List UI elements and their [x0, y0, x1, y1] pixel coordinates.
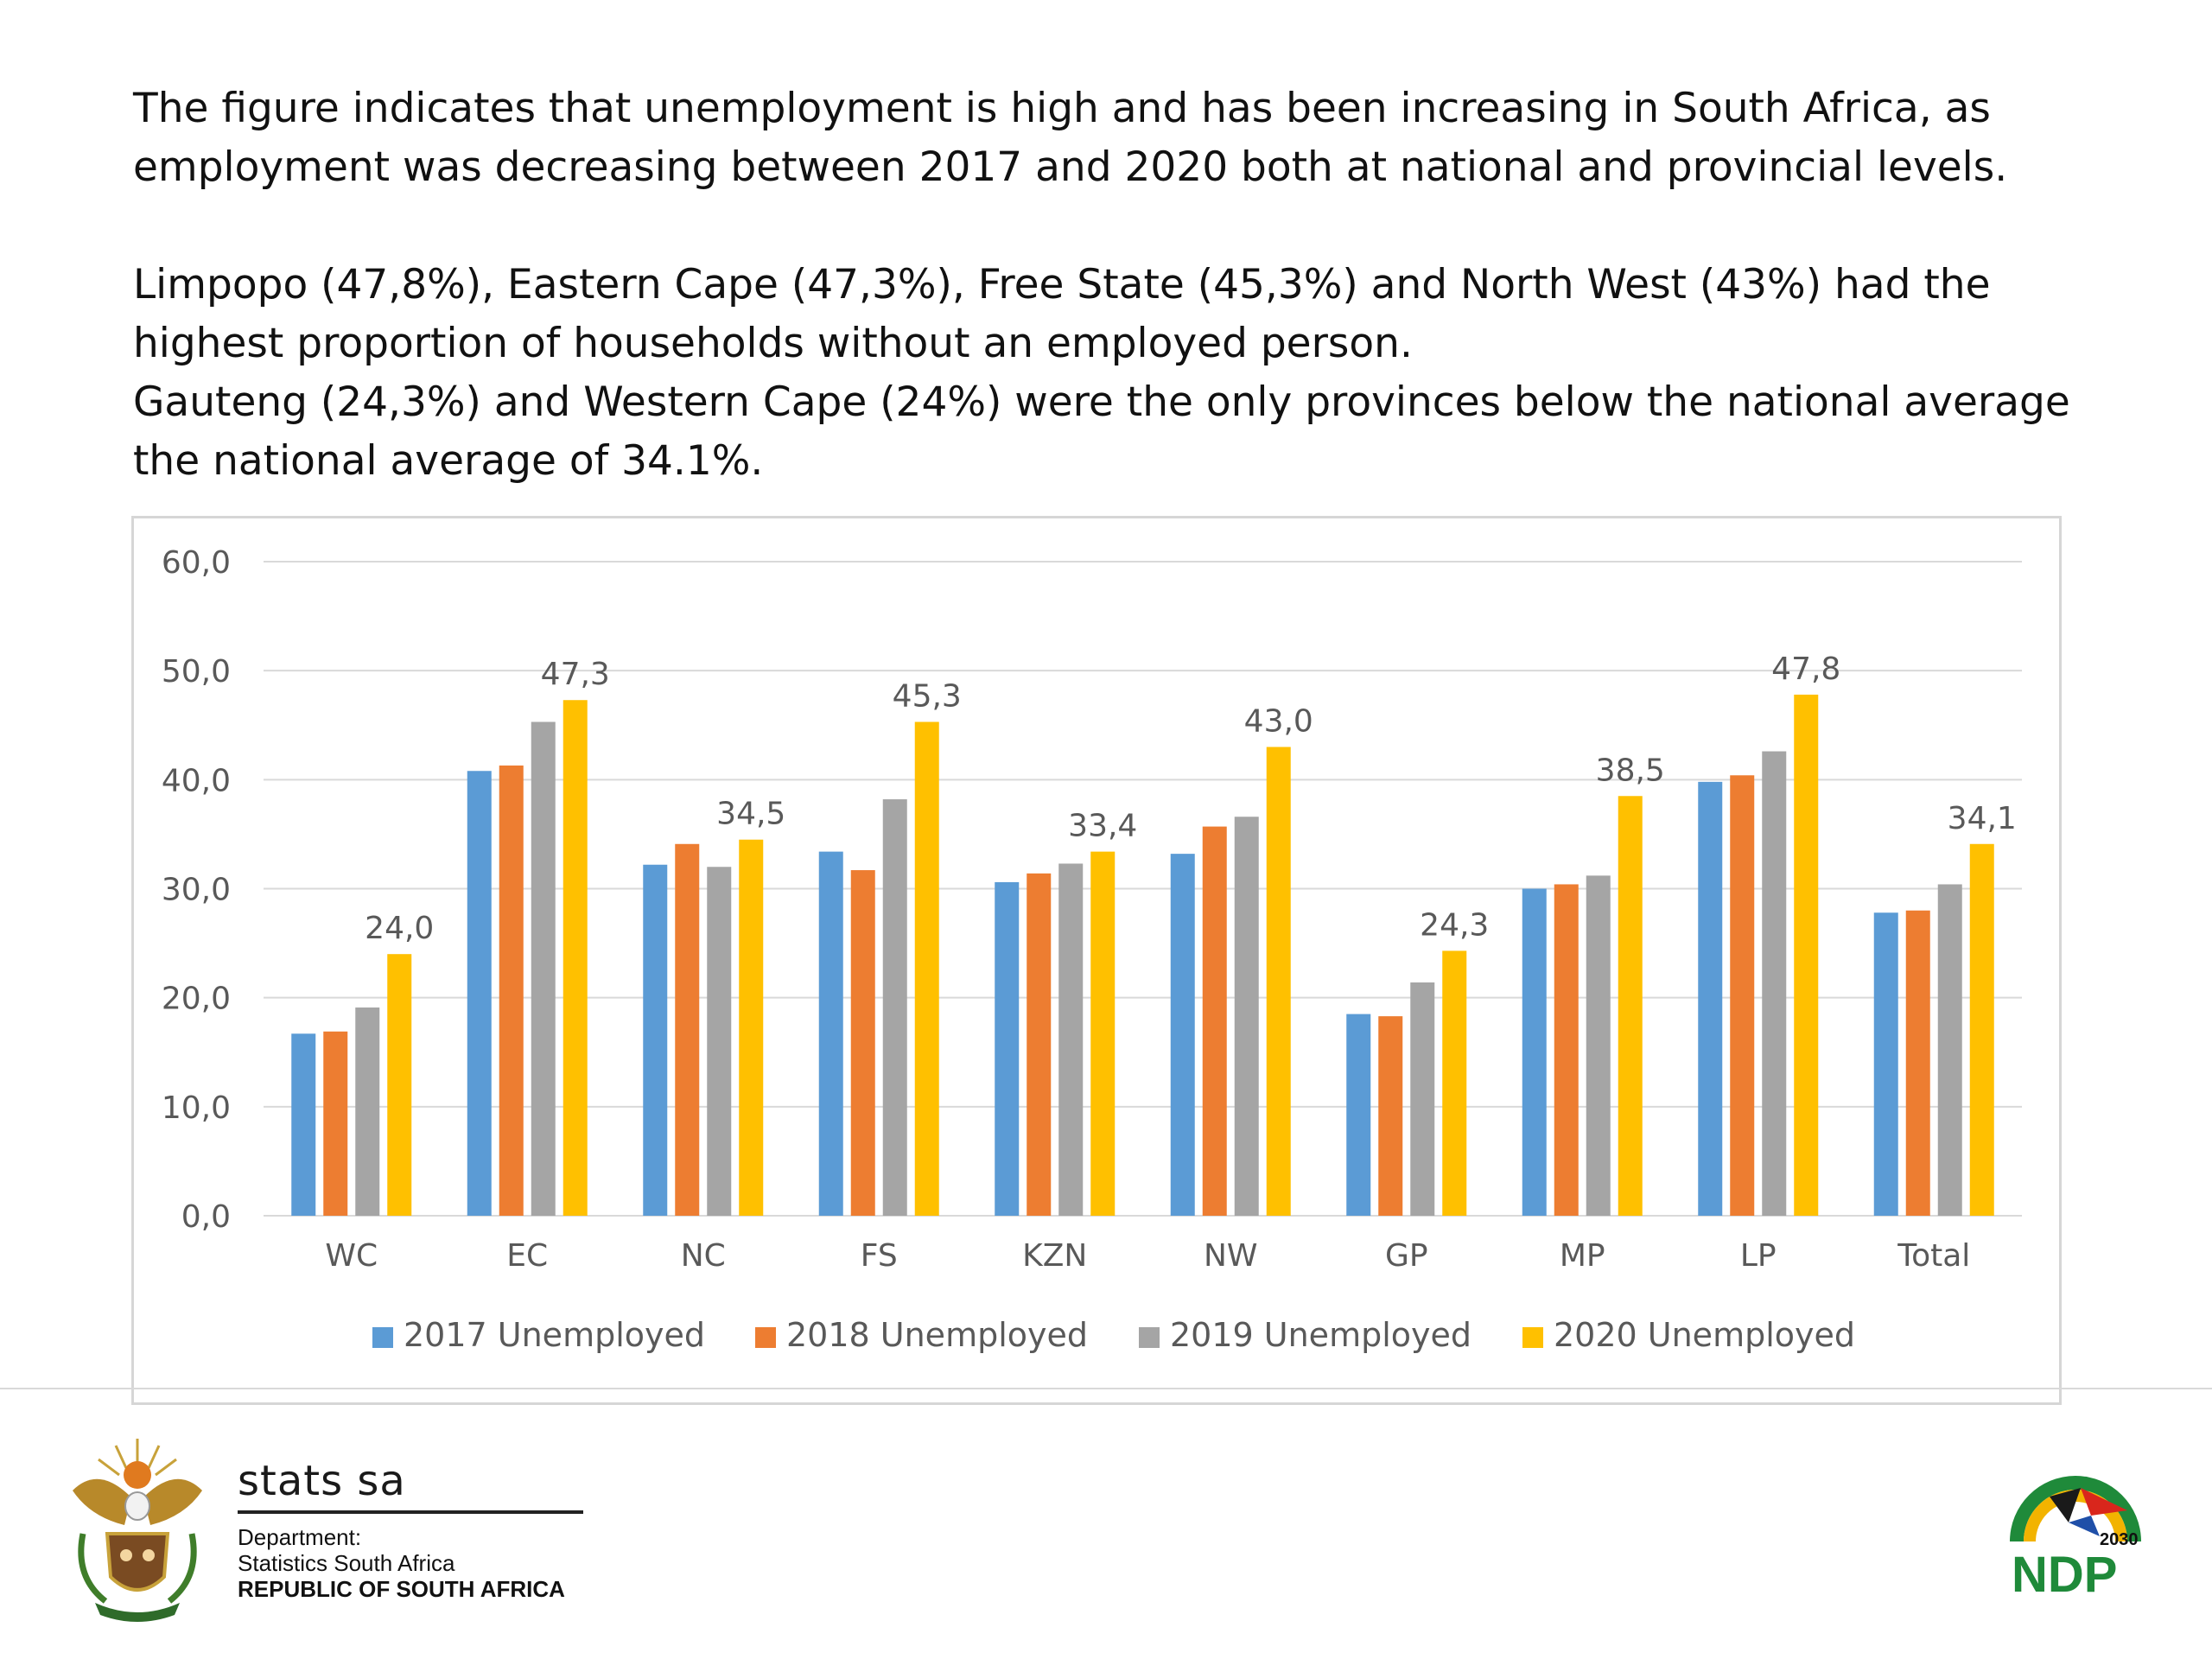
bar [1969, 843, 1994, 1216]
y-tick-label: 10,0 [162, 1090, 231, 1126]
bar [1378, 1016, 1403, 1216]
bar [850, 870, 875, 1216]
x-tick-label: NW [1204, 1238, 1258, 1274]
bar [1202, 826, 1227, 1216]
bar [1873, 912, 1898, 1216]
bar [707, 867, 732, 1216]
y-tick-label: 50,0 [162, 654, 231, 690]
bar [995, 881, 1020, 1216]
country-name: REPUBLIC OF SOUTH AFRICA [238, 1576, 565, 1602]
bar [1794, 694, 1819, 1216]
legend-label: 2018 Unemployed [786, 1316, 1088, 1354]
bar [1937, 884, 1962, 1216]
x-tick-label: FS [861, 1238, 898, 1274]
bar [1905, 910, 1930, 1216]
stats-sa-name: stats sa [238, 1457, 583, 1514]
bar [499, 765, 524, 1216]
department-name: Statistics South Africa [238, 1550, 455, 1576]
bar [1554, 884, 1579, 1216]
y-tick-label: 30,0 [162, 873, 231, 908]
legend-swatch [372, 1327, 393, 1348]
coat-of-arms-logo [73, 1439, 202, 1622]
bar [467, 771, 492, 1216]
x-tick-label: GP [1385, 1238, 1428, 1274]
x-tick-label: NC [681, 1238, 726, 1274]
legend-swatch [1522, 1327, 1543, 1348]
bar [291, 1033, 316, 1216]
intro-paragraph-1: The figure indicates that unemployment i… [133, 85, 2008, 191]
x-tick-label: Total [1897, 1238, 1970, 1274]
x-tick-label: LP [1740, 1238, 1777, 1274]
x-tick-label: WC [325, 1238, 378, 1274]
data-label: 47,3 [541, 657, 610, 692]
bar [1234, 817, 1259, 1216]
legend-label: 2017 Unemployed [404, 1316, 705, 1354]
paragraph-gap [133, 197, 2120, 256]
bar [1762, 751, 1787, 1216]
legend-label: 2020 Unemployed [1554, 1316, 1855, 1354]
bar [675, 843, 700, 1216]
legend-swatch [755, 1327, 776, 1348]
y-tick-label: 60,0 [162, 545, 231, 581]
bar [1058, 863, 1084, 1216]
bar [914, 721, 939, 1216]
data-label: 24,0 [365, 911, 434, 946]
data-label: 45,3 [893, 678, 962, 714]
bar [1410, 982, 1435, 1216]
y-tick-label: 0,0 [181, 1199, 231, 1235]
intro-text: The figure indicates that unemployment i… [133, 79, 2120, 491]
bar [1698, 781, 1723, 1216]
bar [387, 954, 412, 1216]
data-label: 43,0 [1244, 703, 1313, 739]
chart-frame: 0,0 10,0 20,0 30,0 40,0 50,0 60,0 24,0 WC 47,3 EC 3… [131, 516, 2062, 1405]
data-label: 34,1 [1948, 801, 2017, 836]
bar [643, 864, 668, 1216]
ndp-year: 2030 [2100, 1530, 2139, 1549]
unemployment-bar-chart: 0,0 10,0 20,0 30,0 40,0 50,0 60,0 24,0 WC 47,3 EC 3… [162, 545, 2022, 1354]
intro-paragraph-2: Limpopo (47,8%), Eastern Cape (47,3%), F… [133, 261, 1991, 367]
footer-divider [0, 1388, 2212, 1389]
data-label: 34,5 [716, 797, 785, 832]
bar [818, 851, 843, 1216]
bar [1266, 747, 1291, 1216]
department-label: Department: [238, 1524, 362, 1550]
ndp-text: NDP [2012, 1547, 2117, 1600]
y-tick-label: 20,0 [162, 982, 231, 1017]
bar [1027, 873, 1052, 1216]
bar [739, 839, 764, 1216]
data-label: 24,3 [1420, 907, 1489, 943]
intro-paragraph-3: Gauteng (24,3%) and Western Cape (24%) w… [133, 378, 2070, 485]
bar [323, 1031, 348, 1216]
legend-label: 2019 Unemployed [1170, 1316, 1471, 1354]
bar [1090, 851, 1116, 1216]
x-tick-label: KZN [1022, 1238, 1087, 1274]
bar [355, 1007, 380, 1216]
data-label: 47,8 [1771, 652, 1840, 687]
data-label: 38,5 [1596, 753, 1665, 788]
bar [1442, 950, 1467, 1216]
bar [1346, 1014, 1371, 1216]
bar [563, 700, 588, 1216]
y-tick-label: 40,0 [162, 763, 231, 798]
x-tick-label: EC [506, 1238, 548, 1274]
bar [1730, 775, 1755, 1216]
bar [882, 799, 907, 1216]
bar [1618, 796, 1643, 1216]
data-label: 33,4 [1068, 809, 1137, 844]
bar [1170, 854, 1195, 1216]
stats-sa-branding: stats sa Department: Statistics South Af… [238, 1457, 583, 1602]
ndp-2030-logo: 2030 NDP [2010, 1476, 2141, 1600]
bar [1586, 875, 1611, 1216]
x-tick-label: MP [1560, 1238, 1605, 1274]
legend-swatch [1139, 1327, 1160, 1348]
bar [531, 721, 556, 1216]
bar [1522, 888, 1547, 1216]
